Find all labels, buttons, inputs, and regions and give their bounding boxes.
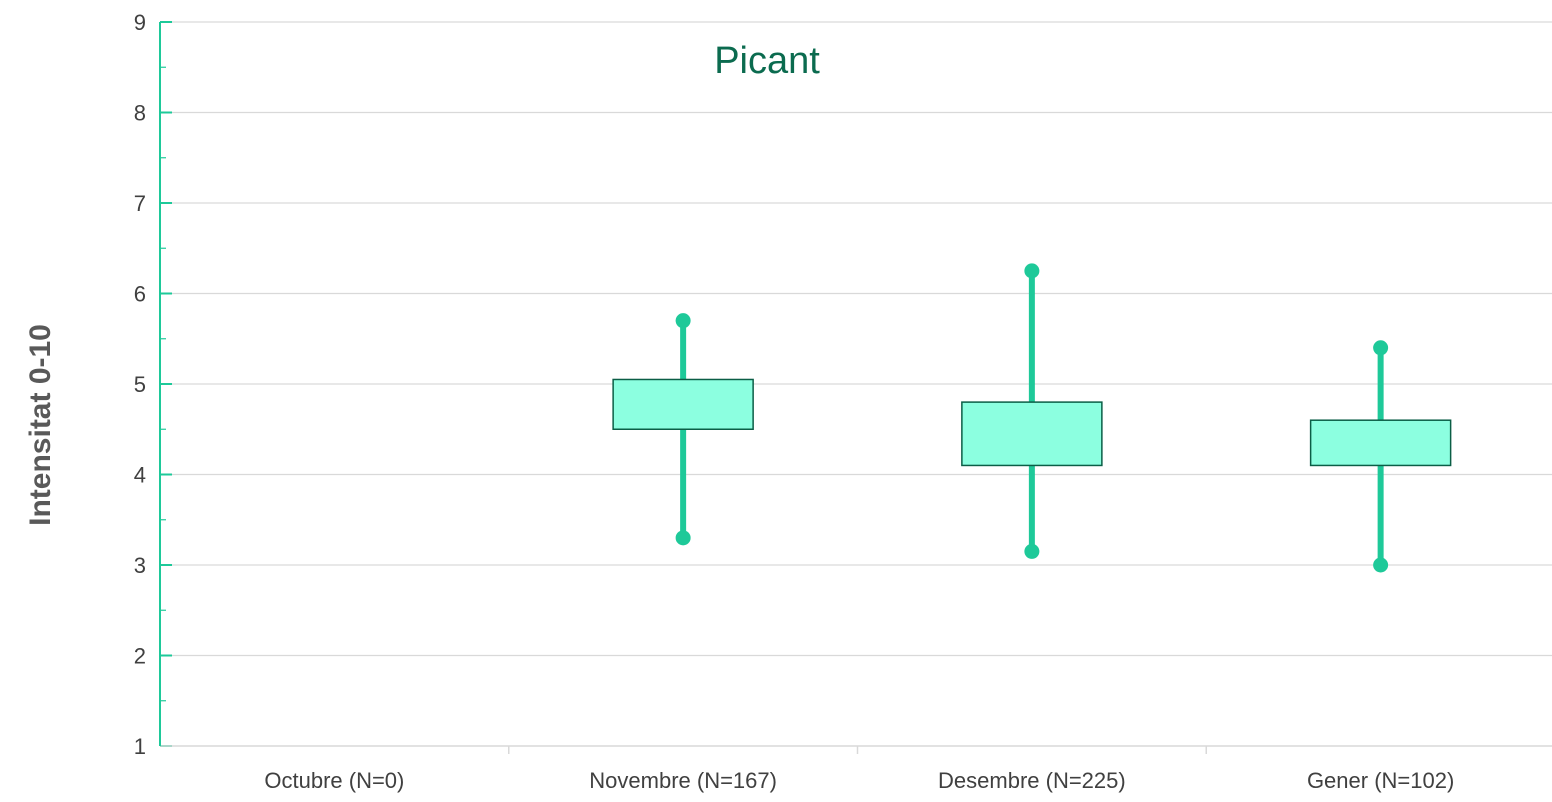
y-tick-label: 1 — [134, 734, 146, 759]
y-tick-label: 4 — [134, 463, 146, 488]
box-group — [961, 263, 1103, 559]
whisker-min-point — [675, 530, 691, 546]
whisker-max-point — [675, 313, 691, 329]
box-group — [1309, 340, 1452, 573]
y-tick-label: 7 — [134, 191, 146, 216]
box-group — [612, 313, 754, 546]
y-tick-label: 3 — [134, 553, 146, 578]
box-rect — [1309, 419, 1452, 467]
y-tick-label: 2 — [134, 644, 146, 669]
gridlines — [160, 21, 1552, 657]
x-category-label: Gener (N=102) — [1307, 768, 1454, 793]
x-category-label: Desembre (N=225) — [938, 768, 1126, 793]
y-tick-label: 5 — [134, 372, 146, 397]
x-category-label: Novembre (N=167) — [589, 768, 777, 793]
x-category-label: Octubre (N=0) — [264, 768, 404, 793]
y-tick-label: 9 — [134, 10, 146, 35]
y-tick-label: 8 — [134, 101, 146, 126]
whisker-min-point — [1024, 543, 1040, 559]
axes: 1 2 3 4 5 6 7 8 9 Octubre (N=0) Novembre (N=167) De… — [134, 10, 1552, 793]
y-tick-label: 6 — [134, 282, 146, 307]
whisker-max-point — [1373, 340, 1389, 356]
y-axis-label: Intensitat 0-10 — [24, 324, 57, 526]
box-rect — [961, 401, 1103, 467]
whisker-max-point — [1024, 263, 1040, 279]
box-rect — [612, 378, 754, 431]
chart-title: Picant — [714, 40, 820, 82]
whisker-min-point — [1373, 557, 1389, 573]
boxes — [612, 263, 1452, 573]
